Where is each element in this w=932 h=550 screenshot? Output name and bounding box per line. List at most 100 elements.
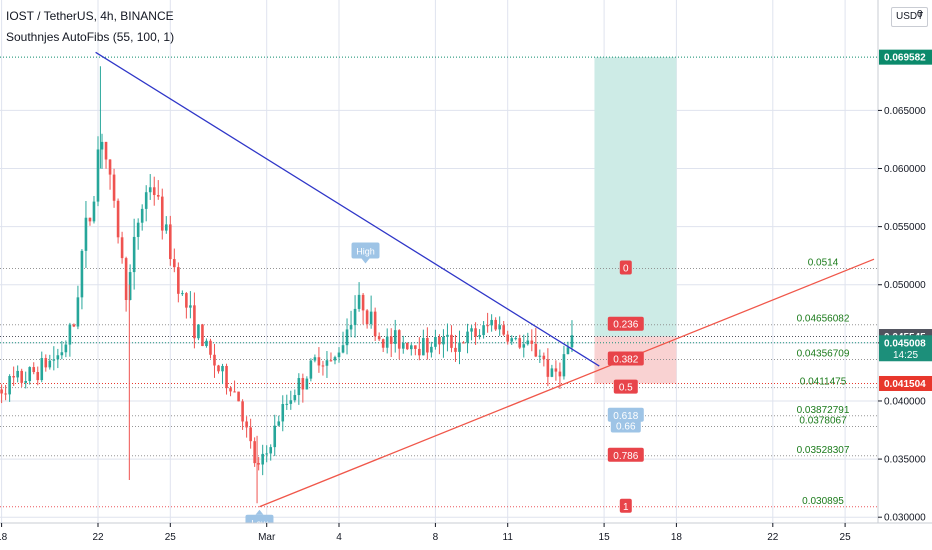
candle-body: [120, 237, 124, 259]
candle-body: [108, 159, 112, 175]
candle-body: [554, 368, 558, 372]
candle-body: [144, 192, 148, 209]
candle-body: [20, 370, 23, 383]
price-label-value: 0.041504: [884, 379, 926, 390]
fib-badge-0.618: [607, 407, 644, 422]
fib-badge-label-0.66: 0.66: [616, 421, 636, 432]
candle-body: [361, 294, 365, 311]
currency-button[interactable]: USDT: [891, 7, 929, 27]
candle-body: [84, 217, 88, 251]
price-label-countdown: 14:25: [893, 350, 918, 361]
candle-body: [160, 196, 164, 231]
fib-badge-label-0.382: 0.382: [613, 355, 638, 366]
fib-value-0.5: 0.0411475: [800, 377, 847, 388]
candle-body: [385, 336, 389, 348]
candle-body: [353, 308, 357, 326]
candle-body: [213, 354, 216, 366]
candle-body: [506, 334, 509, 342]
candle-body: [245, 421, 248, 428]
candle-body: [566, 347, 570, 355]
candle-body: [40, 358, 44, 381]
price-axis-label: 0.050000: [884, 280, 926, 291]
candle-body: [498, 325, 501, 330]
candle-body: [24, 381, 27, 383]
candle-body: [124, 258, 128, 301]
candle-body: [470, 328, 473, 332]
candle-body: [389, 336, 393, 344]
candle-body: [100, 141, 104, 150]
candle-body: [164, 224, 168, 231]
fib-value-0.618: 0.03872791: [797, 405, 850, 416]
candle-body: [177, 267, 180, 294]
candle-body: [514, 338, 518, 340]
candle-body: [261, 453, 264, 465]
candle-body: [546, 359, 550, 377]
fib-badge-1: [619, 498, 632, 513]
candle-body: [28, 367, 32, 382]
candle-body: [205, 340, 208, 347]
fib-value-0.66: 0.0378067: [799, 415, 847, 426]
candle-body: [68, 324, 72, 345]
candle-body: [373, 311, 377, 337]
candle-body: [221, 365, 224, 372]
candle-body: [446, 334, 449, 337]
candle-body: [438, 336, 441, 345]
candle-body: [401, 343, 405, 349]
candle-body: [156, 195, 160, 197]
candle-body: [550, 368, 554, 377]
candle-body: [405, 343, 409, 350]
price-axis-label: 0.060000: [884, 164, 926, 175]
candle-body: [414, 345, 417, 349]
candle-body: [381, 339, 385, 348]
fib-badge-0.382: [607, 351, 644, 366]
candle-body: [140, 208, 144, 223]
candle-body: [269, 447, 273, 454]
fib-badge-label-0.786: 0.786: [613, 451, 638, 462]
candle-body: [325, 360, 329, 366]
high-marker-arrow: [361, 258, 370, 264]
fib-badge-0.236: [607, 316, 644, 331]
candle-body: [241, 401, 244, 422]
candle-body: [317, 357, 321, 366]
time-axis-label: 11: [503, 532, 514, 543]
candle-body: [60, 352, 64, 356]
candle-body: [510, 338, 514, 342]
candle-body: [273, 425, 277, 448]
candle-body: [201, 324, 204, 347]
fib-value-0.786: 0.03528307: [797, 445, 850, 456]
candle-body: [397, 330, 401, 349]
candle-body: [422, 337, 425, 356]
candle-body: [534, 343, 538, 357]
candle-body: [442, 336, 445, 345]
position-profit-zone: [594, 57, 677, 337]
time-axis-label: 25: [840, 532, 852, 543]
candle-body: [277, 421, 281, 426]
time-axis-label: 18: [671, 532, 683, 543]
time-axis-label: 4: [336, 532, 342, 543]
fib-badge-label-0.236: 0.236: [613, 320, 638, 331]
price-axis-label: 0.040000: [884, 396, 926, 407]
candle-body: [148, 187, 152, 193]
time-axis-label: 22: [767, 532, 779, 543]
candle-body: [305, 378, 309, 390]
candle-body: [112, 174, 116, 201]
candle-body: [538, 355, 542, 357]
candle-body: [36, 372, 40, 381]
candle-body: [349, 325, 353, 330]
candle-body: [301, 378, 305, 390]
price-label-bg: [879, 49, 932, 65]
candle-body: [502, 325, 505, 335]
fib-badge-label-1: 1: [623, 502, 629, 513]
time-axis-label: 8: [433, 532, 439, 543]
currency-extra: 0: [917, 9, 923, 20]
candle-body: [72, 324, 76, 327]
fib-badge-label-0.618: 0.618: [613, 411, 638, 422]
candle-body: [365, 310, 369, 325]
candle-body: [193, 305, 196, 339]
candle-body: [32, 367, 36, 373]
candle-body: [229, 388, 232, 392]
fib-badge-0.66: [610, 418, 641, 433]
candle-body: [410, 345, 413, 350]
